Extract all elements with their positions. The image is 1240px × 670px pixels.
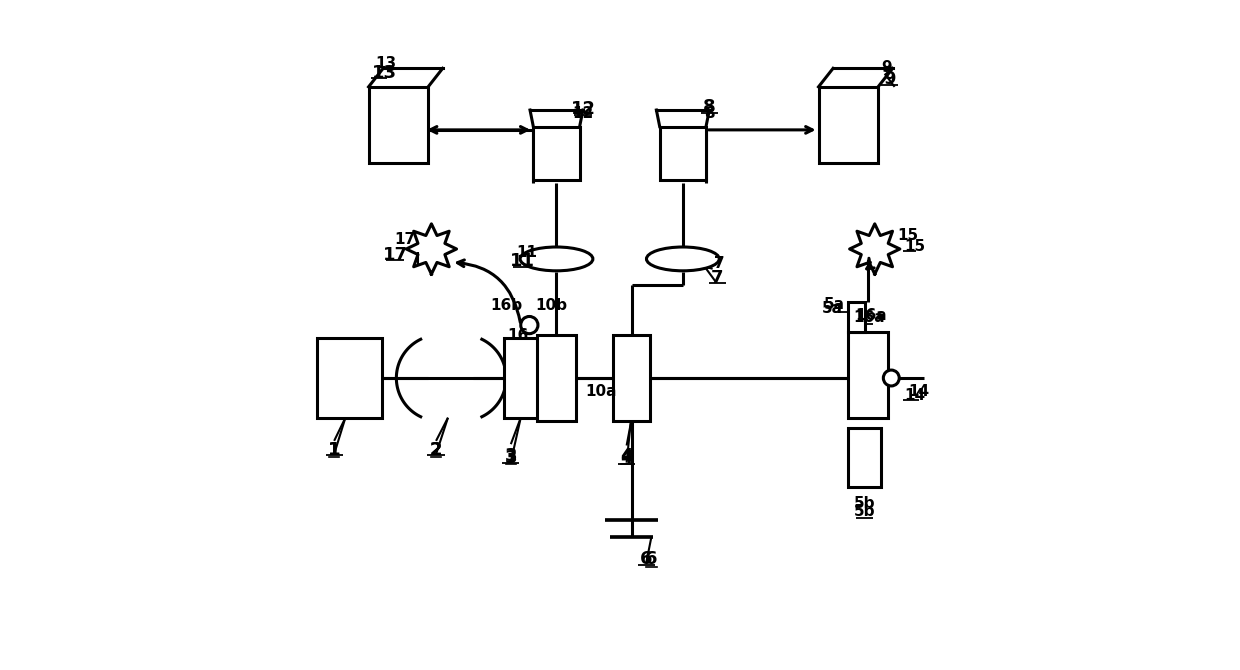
Text: 6: 6: [640, 550, 652, 568]
Text: 1: 1: [327, 441, 341, 459]
Bar: [848, 302, 864, 332]
Text: 10b: 10b: [536, 297, 567, 313]
Text: 11: 11: [510, 253, 534, 270]
Text: 15: 15: [898, 228, 919, 243]
Text: 9: 9: [882, 60, 892, 74]
Text: 16: 16: [507, 328, 528, 342]
Text: 7: 7: [711, 269, 723, 287]
Text: 11: 11: [516, 245, 537, 260]
Text: 2: 2: [430, 441, 443, 459]
Bar: [614, 335, 650, 421]
Text: 17: 17: [382, 246, 408, 264]
Bar: [317, 338, 382, 417]
Text: 5b: 5b: [854, 496, 875, 511]
Text: 14: 14: [904, 388, 925, 403]
Text: 3: 3: [505, 449, 517, 467]
Ellipse shape: [646, 247, 719, 271]
Text: 17: 17: [394, 232, 415, 247]
Text: 16a: 16a: [853, 310, 885, 325]
Text: 8: 8: [703, 98, 715, 116]
Text: 13: 13: [372, 64, 397, 82]
Text: 8: 8: [704, 106, 714, 121]
Bar: [818, 87, 878, 163]
Ellipse shape: [520, 247, 593, 271]
Circle shape: [521, 316, 538, 334]
Text: 2: 2: [430, 441, 443, 459]
Circle shape: [883, 370, 899, 386]
Text: 7: 7: [714, 256, 724, 271]
Bar: [533, 127, 579, 180]
Text: 13: 13: [376, 56, 397, 71]
Text: 16a: 16a: [854, 308, 887, 323]
Bar: [368, 87, 428, 163]
Text: 12: 12: [570, 100, 595, 118]
Bar: [848, 332, 888, 417]
Text: 14: 14: [908, 384, 929, 399]
Bar: [660, 127, 706, 180]
Text: 1: 1: [327, 441, 341, 459]
Text: 5b: 5b: [854, 504, 875, 519]
Bar: [537, 335, 575, 421]
Text: 4: 4: [620, 448, 632, 466]
Text: 3: 3: [505, 448, 517, 466]
Text: 9: 9: [883, 70, 895, 88]
Text: 5a: 5a: [822, 301, 843, 316]
Bar: [848, 427, 882, 487]
Bar: [505, 338, 538, 417]
Text: 5a: 5a: [823, 297, 844, 312]
Text: 12: 12: [573, 106, 594, 121]
Text: 10a: 10a: [585, 384, 616, 399]
Text: 15: 15: [904, 239, 925, 254]
Text: 6: 6: [645, 550, 657, 568]
Text: 4: 4: [620, 450, 632, 468]
Text: 16b: 16b: [490, 297, 522, 313]
